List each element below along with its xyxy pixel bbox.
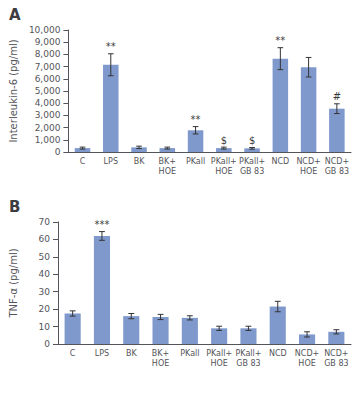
svg-text:C: C [80,157,86,166]
svg-text:4,000: 4,000 [35,98,61,108]
svg-text:PKall+: PKall+ [211,157,237,166]
svg-text:60: 60 [39,234,51,244]
svg-text:B: B [9,198,20,216]
svg-text:LPS: LPS [104,157,118,166]
svg-text:A: A [9,6,21,24]
svg-text:PKall: PKall [186,157,205,166]
svg-text:GB 83: GB 83 [240,167,264,176]
svg-text:HOE: HOE [210,359,227,368]
svg-text:10,000: 10,000 [29,25,61,35]
svg-text:2,000: 2,000 [35,123,61,133]
svg-text:NCD+: NCD+ [295,349,319,358]
svg-text:GB 83: GB 83 [324,359,348,368]
svg-text:**: ** [191,114,201,125]
svg-text:HOE: HOE [298,359,315,368]
svg-text:30: 30 [39,287,51,297]
svg-text:TNF-α (pg/ml): TNF-α (pg/ml) [8,248,19,318]
svg-text:NCD+: NCD+ [325,157,349,166]
svg-text:PKall+: PKall+ [239,157,265,166]
svg-text:50: 50 [39,252,51,262]
svg-text:C: C [70,349,76,358]
svg-text:BK: BK [134,157,145,166]
svg-text:HOE: HOE [215,167,232,176]
svg-text:LPS: LPS [95,349,109,358]
svg-text:3,000: 3,000 [35,110,61,120]
svg-text:6,000: 6,000 [35,74,61,84]
svg-text:5,000: 5,000 [35,86,61,96]
svg-text:PKall+: PKall+ [206,349,232,358]
svg-text:NCD+: NCD+ [296,157,320,166]
svg-text:BK: BK [126,349,137,358]
svg-text:NCD: NCD [271,157,289,166]
svg-text:HOE: HOE [152,359,169,368]
svg-text:20: 20 [39,304,51,314]
svg-text:***: *** [94,219,109,230]
svg-text:GB 83: GB 83 [236,359,260,368]
svg-text:0: 0 [44,339,50,349]
svg-text:0: 0 [55,147,61,157]
svg-text:9,000: 9,000 [35,37,61,47]
svg-text:**: ** [106,41,116,52]
svg-text:7,000: 7,000 [35,62,61,72]
svg-text:PKall: PKall [180,349,199,358]
svg-text:8,000: 8,000 [35,49,61,59]
svg-text:BK+: BK+ [159,157,176,166]
svg-text:$: $ [221,135,227,146]
svg-text:NCD: NCD [269,349,287,358]
svg-text:PKall+: PKall+ [235,349,261,358]
svg-text:GB 83: GB 83 [325,167,349,176]
svg-text:BK+: BK+ [152,349,169,358]
svg-text:#: # [333,91,341,102]
svg-text:1,000: 1,000 [35,135,61,145]
svg-text:Interleukin-6 (pg/ml): Interleukin-6 (pg/ml) [8,39,19,142]
svg-text:HOE: HOE [159,167,176,176]
svg-text:40: 40 [39,269,51,279]
svg-text:$: $ [249,135,255,146]
svg-text:HOE: HOE [300,167,317,176]
svg-text:NCD+: NCD+ [324,349,348,358]
svg-text:70: 70 [39,217,51,227]
svg-text:**: ** [275,35,285,46]
svg-text:10: 10 [39,322,51,332]
